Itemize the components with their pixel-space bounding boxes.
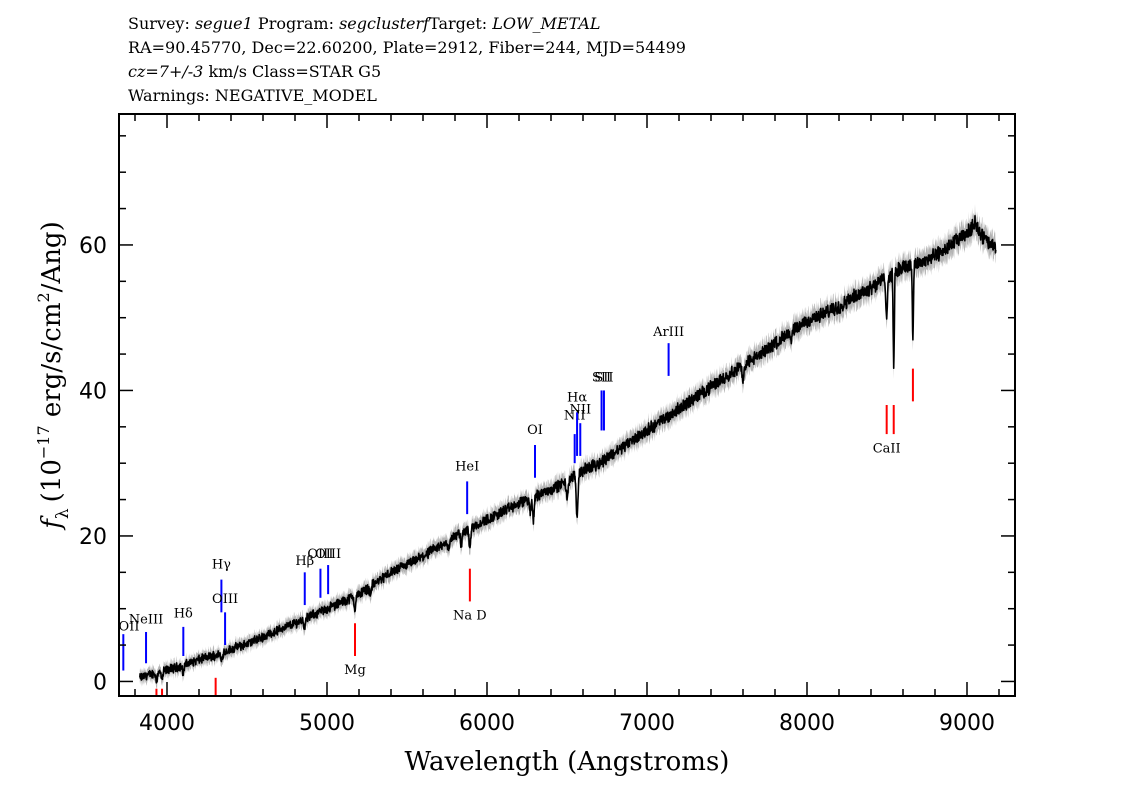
emission-line-label: ArIII bbox=[652, 325, 684, 340]
emission-line-label: SII bbox=[592, 371, 611, 386]
y-axis-title-sub: λ bbox=[53, 508, 73, 519]
y-axis-title-post: erg/s/cm bbox=[37, 303, 67, 426]
redshift-value: cz=7+/-3 bbox=[128, 62, 204, 81]
emission-line-label: Hβ bbox=[295, 554, 314, 569]
x-tick-label: 4000 bbox=[139, 711, 195, 736]
emission-line-label: Hδ bbox=[174, 606, 193, 621]
x-tick-label: 5000 bbox=[299, 711, 355, 736]
emission-line-label: NII bbox=[569, 403, 591, 418]
y-tick-label: 20 bbox=[79, 525, 107, 550]
header-line-redshift: cz=7+/-3 km/s Class=STAR G5 bbox=[128, 60, 686, 84]
emission-line-label: Hγ bbox=[212, 558, 231, 573]
plot-frame bbox=[118, 113, 1016, 697]
header-line-survey: Survey: segue1 Program: segclusterfTarge… bbox=[128, 12, 686, 36]
y-axis-title-tail: /Ang) bbox=[37, 221, 67, 292]
error-band bbox=[139, 203, 996, 690]
emission-line-label: HeI bbox=[455, 459, 479, 474]
emission-line-label: NeIII bbox=[129, 612, 163, 627]
spectrum-series bbox=[139, 215, 997, 684]
y-tick-label: 0 bbox=[93, 670, 107, 695]
x-tick-label: 7000 bbox=[619, 711, 675, 736]
spectrum-line bbox=[139, 215, 997, 684]
error-band-area bbox=[139, 203, 996, 690]
emission-line-label: OIII bbox=[212, 592, 238, 607]
emission-line-label: SII bbox=[594, 371, 613, 386]
y-axis-title-pre: (10 bbox=[37, 459, 67, 502]
absorption-line-label: CaII bbox=[873, 441, 901, 456]
emission-line-label: OI bbox=[527, 423, 543, 438]
survey-label: Survey: bbox=[128, 14, 190, 33]
y-axis-title-exp2: 2 bbox=[34, 292, 53, 302]
x-axis-title: Wavelength (Angstroms) bbox=[405, 747, 730, 777]
x-tick-label: 6000 bbox=[459, 711, 515, 736]
y-tick-label: 60 bbox=[79, 234, 107, 259]
header-line-coordinates: RA=90.45770, Dec=22.60200, Plate=2912, F… bbox=[128, 38, 686, 57]
program-label: Program: bbox=[257, 14, 334, 33]
emission-line-label: Hα bbox=[567, 390, 587, 405]
header-line-warnings: Warnings: NEGATIVE_MODEL bbox=[128, 86, 377, 105]
spectrum-header: Survey: segue1 Program: segclusterfTarge… bbox=[128, 12, 686, 108]
x-tick-label: 8000 bbox=[779, 711, 835, 736]
target-value: LOW_METAL bbox=[492, 14, 601, 33]
y-axis-title-exp: −17 bbox=[34, 425, 53, 459]
emission-line-label: OIII bbox=[315, 547, 341, 562]
class-value: km/s Class=STAR G5 bbox=[208, 62, 382, 81]
axes: 4000 5000 6000 7000 8000 9000 0 20 40 60 bbox=[79, 113, 1016, 736]
y-axis-title: fλ(10−17 erg/s/cm2/Ang) bbox=[34, 221, 73, 530]
emission-line-label: OIII bbox=[307, 547, 333, 562]
target-label: Target: bbox=[429, 14, 488, 33]
emission-line-label: NII bbox=[564, 409, 586, 424]
absorption-line-label: Mg bbox=[344, 663, 366, 678]
program-value: segclusterf bbox=[339, 14, 430, 33]
x-tick-label: 9000 bbox=[939, 711, 995, 736]
emission-line-label: OII bbox=[119, 620, 140, 635]
y-tick-label: 40 bbox=[79, 379, 107, 404]
absorption-line-label: Na D bbox=[453, 609, 487, 624]
survey-value: segue1 bbox=[194, 14, 253, 33]
